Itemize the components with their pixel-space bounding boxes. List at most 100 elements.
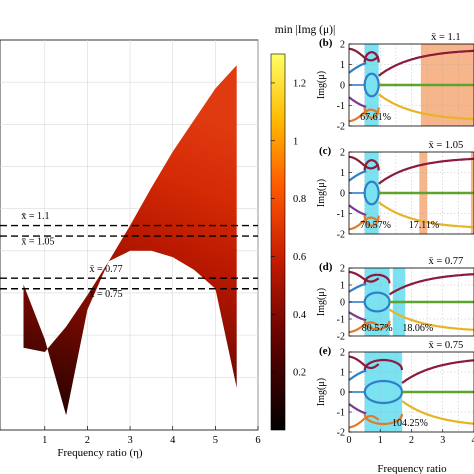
x-tick-label: 1 <box>378 435 383 446</box>
y-tick-label: -2 <box>337 332 345 343</box>
eigen-curve <box>389 308 474 331</box>
reference-labels: x̄ = 1.1 x̄ = 1.05 x̄ = 0.77 x̄ = 0.75 <box>21 211 122 300</box>
y-tick-label: -1 <box>337 315 345 326</box>
eigen-curve <box>363 358 404 371</box>
eigen-curve <box>348 369 367 381</box>
eigen-curve <box>349 355 380 370</box>
eigen-curve <box>363 215 380 227</box>
x-tick-label: 5 <box>213 435 218 446</box>
percentage-annotation: 67.61% <box>360 112 391 123</box>
eigen-curve <box>363 391 404 405</box>
eigen-curve <box>348 62 367 74</box>
reference-lines <box>0 224 258 290</box>
y-tick-label: 1 <box>340 368 345 379</box>
y-tick-label: 2 <box>340 264 345 275</box>
y-tick-label: 0 <box>340 298 345 309</box>
heatmap-x-label: Frequency ratio (η) <box>57 447 143 459</box>
colorbar-label: min |Img (μ)| <box>275 24 336 36</box>
eigen-curve <box>349 270 380 283</box>
eigen-curve <box>348 216 380 231</box>
eigen-curve <box>363 107 380 119</box>
panel-title: x̄ = 1.1 <box>431 32 461 43</box>
eigen-curve <box>401 400 474 425</box>
eigen-curve <box>363 192 380 206</box>
y-axis-label: Img(μ) <box>316 179 327 207</box>
reference-label: x̄ = 1.1 <box>21 211 49 222</box>
panel-label: (d) <box>319 261 333 273</box>
eigen-curve <box>401 359 474 384</box>
x-tick-label: 0 <box>347 435 352 446</box>
y-tick-label: -1 <box>337 408 345 419</box>
colorbar-tick-label: 0.8 <box>293 194 306 205</box>
colorbar-tick-label: 1 <box>293 136 298 147</box>
y-tick-label: -1 <box>337 209 345 220</box>
eigen-curve <box>348 204 367 216</box>
eigen-curve <box>363 301 391 313</box>
percentage-annotation: 18.06% <box>402 323 433 334</box>
eigen-curve <box>348 155 380 170</box>
eigen-curve <box>348 108 380 123</box>
unstable-band <box>364 152 379 234</box>
eigen-curve <box>363 273 391 284</box>
y-tick-label: 1 <box>340 281 345 292</box>
y-tick-label: 1 <box>340 60 345 71</box>
percentage-annotation: 80.57% <box>362 323 393 334</box>
panel-title: x̄ = 0.77 <box>428 256 463 267</box>
x-tick-label: 3 <box>440 435 445 446</box>
percentage-annotation: 104.25% <box>392 418 428 429</box>
eigen-curve <box>348 170 367 182</box>
eigen-curve <box>348 47 380 62</box>
small-panel-x-label: Frequency ratio <box>377 463 447 474</box>
eigen-curve <box>389 273 474 296</box>
y-tick-label: 2 <box>340 148 345 159</box>
eigen-curve <box>363 51 380 63</box>
panel-label: (b) <box>319 37 333 49</box>
panel-title: x̄ = 1.05 <box>428 140 463 151</box>
y-tick-label: 0 <box>340 189 345 200</box>
y-tick-label: 2 <box>340 40 345 51</box>
reference-label: x̄ = 0.77 <box>90 264 123 275</box>
x-tick-label: 6 <box>255 435 260 446</box>
heatmap-region <box>23 65 237 416</box>
y-tick-label: 1 <box>340 168 345 179</box>
y-tick-label: -2 <box>337 230 345 241</box>
eigen-curve <box>363 159 380 171</box>
x-tick-label: 2 <box>85 435 90 446</box>
y-axis-label: Img(μ) <box>316 71 327 99</box>
panel-label: (c) <box>319 145 332 157</box>
percentage-annotation: 17.11% <box>409 220 439 231</box>
stability-panel: 2 1 0 -1 -2 Img(μ) (b) x̄ = 1.1 67.61% <box>316 32 474 133</box>
eigen-curve <box>363 72 380 86</box>
y-tick-label: 0 <box>340 81 345 92</box>
eigen-curve <box>349 414 380 429</box>
x-tick-label: 4 <box>170 435 176 446</box>
eigen-curve <box>378 49 474 77</box>
eigen-curve <box>348 282 367 293</box>
y-tick-label: 2 <box>340 348 345 359</box>
x-tick-label: 2 <box>409 435 414 446</box>
panel-label: (e) <box>319 345 332 357</box>
unstable-band <box>364 44 379 126</box>
y-tick-label: 0 <box>340 388 345 399</box>
colorbar-tick-label: 0.6 <box>293 252 306 263</box>
y-tick-label: -2 <box>337 428 345 439</box>
colorbar-gradient <box>270 53 286 431</box>
colorbar-tick-label: 1.2 <box>293 78 306 89</box>
stability-panel: 2 1 0 -1 -2 Img(μ) (c) x̄ = 1.05 70.57% 17.11% <box>316 140 474 241</box>
y-axis-label: Img(μ) <box>316 378 327 406</box>
panel-title: x̄ = 0.75 <box>428 340 463 351</box>
eigen-curve <box>348 96 367 108</box>
y-axis-label: Img(μ) <box>316 288 327 316</box>
eigen-curve <box>348 311 367 322</box>
eigen-curve <box>363 180 380 194</box>
y-tick-label: -1 <box>337 101 345 112</box>
x-tick-label: 3 <box>127 435 132 446</box>
eigen-curve <box>363 379 404 393</box>
eigen-curve <box>378 201 474 229</box>
stability-panel: 2 1 0 -1 -2 Img(μ) (d) x̄ = 0.77 80.57% 18.06% <box>316 256 474 343</box>
eigen-curve <box>378 93 474 121</box>
percentage-annotation: 70.57% <box>360 220 391 231</box>
x-tick-label: 1 <box>42 435 47 446</box>
reference-label: x̄ = 1.05 <box>21 236 54 247</box>
